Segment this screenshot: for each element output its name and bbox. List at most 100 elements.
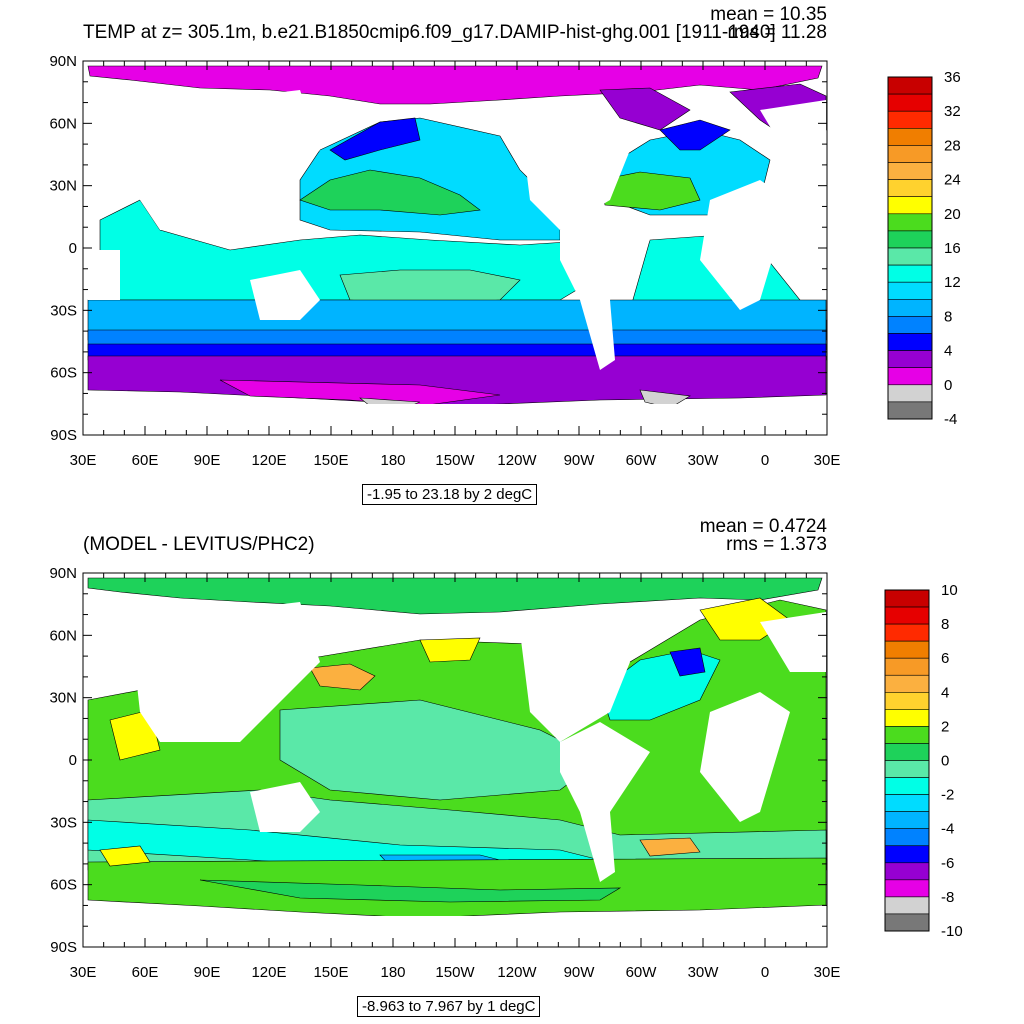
colorbar-swatch (887, 213, 933, 232)
y-tick-label: 60S (50, 877, 77, 894)
rms-label: rms = 1.373 (726, 534, 827, 555)
y-tick-label: 30N (49, 178, 77, 195)
colorbar-label: 4 (944, 343, 952, 360)
colorbar-swatch (884, 879, 930, 898)
colorbar-swatch (884, 794, 930, 812)
y-tick-label: 30S (50, 302, 77, 319)
x-tick-label: 30W (688, 452, 720, 469)
colorbar-swatch (884, 777, 930, 795)
x-tick-label: 30E (814, 452, 841, 469)
colorbar-label: 8 (941, 616, 949, 633)
rms-label: rms = 11.28 (728, 22, 827, 43)
x-axis-ticks: 30E 60E 90E 120E 150E 180 150W 120W 90W 60W 30W 0 30… (70, 573, 841, 981)
colorbar-swatch (884, 623, 930, 642)
colorbar-swatch (884, 691, 930, 710)
x-tick-label: 0 (761, 964, 769, 981)
colorbar-swatch (884, 657, 930, 676)
y-axis-ticks: 90N 60N 30N 0 30S 60S 90S (49, 565, 827, 956)
x-tick-label: 30E (70, 452, 97, 469)
colorbar-swatch (884, 913, 930, 932)
colorbar-swatch (884, 862, 930, 881)
y-tick-label: 90S (50, 427, 77, 444)
colorbar-swatch (887, 281, 933, 300)
colorbar-label: -2 (941, 787, 954, 804)
y-tick-label: 30N (49, 690, 77, 707)
colorbar-swatch (884, 640, 930, 659)
colorbar-swatch (887, 128, 933, 146)
colorbar-swatch (884, 828, 930, 847)
colorbar-label: 10 (941, 582, 958, 599)
x-axis-ticks: 30E 60E 90E 120E 150E 180 150W 120W 90W 60W 30W 0 30… (70, 61, 841, 469)
y-tick-label: 30S (50, 814, 77, 831)
y-tick-label: 90S (50, 939, 77, 956)
colorbar-frame (884, 589, 930, 932)
mean-label: mean = 0.4724 (700, 516, 828, 537)
colorbar-label: 28 (944, 137, 961, 154)
colorbar-swatch (884, 760, 930, 778)
colorbar-swatch (887, 247, 933, 266)
colorbar-swatch (884, 674, 930, 693)
x-tick-label: 90W (564, 964, 596, 981)
difference-field (87, 577, 827, 947)
colorbar-swatch (884, 845, 930, 864)
colorbar-label: -6 (941, 855, 954, 872)
colorbar-label: 8 (944, 308, 952, 325)
colorbar-swatch (887, 196, 933, 215)
colorbar-swatch (887, 350, 933, 369)
colorbar-frame (887, 76, 933, 420)
x-tick-label: 30E (814, 964, 841, 981)
colorbar-swatch (887, 401, 933, 420)
y-tick-label: 0 (69, 752, 77, 769)
colorbar-label: 24 (944, 172, 961, 189)
y-tick-label: 60S (50, 365, 77, 382)
colorbar-swatch (884, 726, 930, 744)
colorbar-swatch (887, 316, 933, 334)
colorbar-label: 32 (944, 103, 961, 120)
colorbar-label: 0 (941, 753, 949, 770)
x-tick-label: 90W (564, 452, 596, 469)
x-tick-label: 180 (380, 964, 405, 981)
colorbar-label: 20 (944, 206, 961, 223)
colorbar-label: -10 (941, 923, 963, 940)
colorbar-swatch (884, 811, 930, 830)
colorbar-swatch (887, 110, 933, 129)
colorbar-swatch (887, 333, 933, 351)
contour-info-label: -8.963 to 7.967 by 1 degC (357, 996, 541, 1017)
x-tick-label: 120E (251, 452, 286, 469)
colorbar-label: 6 (941, 650, 949, 667)
colorbar-swatch (887, 179, 933, 198)
x-tick-label: 150W (435, 452, 475, 469)
x-tick-label: 60E (132, 452, 159, 469)
x-tick-label: 150E (313, 964, 348, 981)
y-tick-label: 90N (49, 53, 77, 70)
x-tick-label: 150W (435, 964, 475, 981)
mean-label: mean = 10.35 (710, 4, 827, 25)
colorbar-swatch (887, 298, 933, 317)
y-tick-label: 60N (49, 115, 77, 132)
colorbar-swatch (884, 896, 930, 915)
colorbar-label: 4 (941, 684, 949, 701)
colorbar-label: 36 (944, 69, 961, 86)
colorbar-swatch (887, 162, 933, 180)
colorbar-swatch (887, 367, 933, 386)
x-tick-label: 30W (688, 964, 720, 981)
y-axis-ticks: 90N 60N 30N 0 30S 60S 90S (49, 53, 827, 444)
colorbar-swatch (884, 743, 930, 761)
colorbar-label: -8 (941, 889, 954, 906)
panel-title: TEMP at z= 305.1m, b.e21.B1850cmip6.f09_… (83, 22, 776, 43)
colorbar: 10 8 6 4 2 0 -2 -4 -6 -8 -10 (884, 582, 963, 940)
x-tick-label: 0 (761, 452, 769, 469)
colorbar-swatch (887, 76, 933, 95)
colorbar-label: 12 (944, 274, 961, 291)
x-tick-label: 120W (497, 964, 537, 981)
colorbar: 36 32 28 24 20 16 12 8 4 0 -4 (887, 69, 961, 428)
x-tick-label: 90E (194, 452, 221, 469)
colorbar-label: -4 (944, 411, 957, 428)
colorbar-swatch (884, 606, 930, 625)
panel-title: (MODEL - LEVITUS/PHC2) (83, 534, 315, 555)
x-tick-label: 120W (497, 452, 537, 469)
temperature-field (87, 65, 827, 435)
x-tick-label: 30E (70, 964, 97, 981)
difference-panel: (MODEL - LEVITUS/PHC2) mean = 0.4724 rms… (49, 516, 962, 981)
